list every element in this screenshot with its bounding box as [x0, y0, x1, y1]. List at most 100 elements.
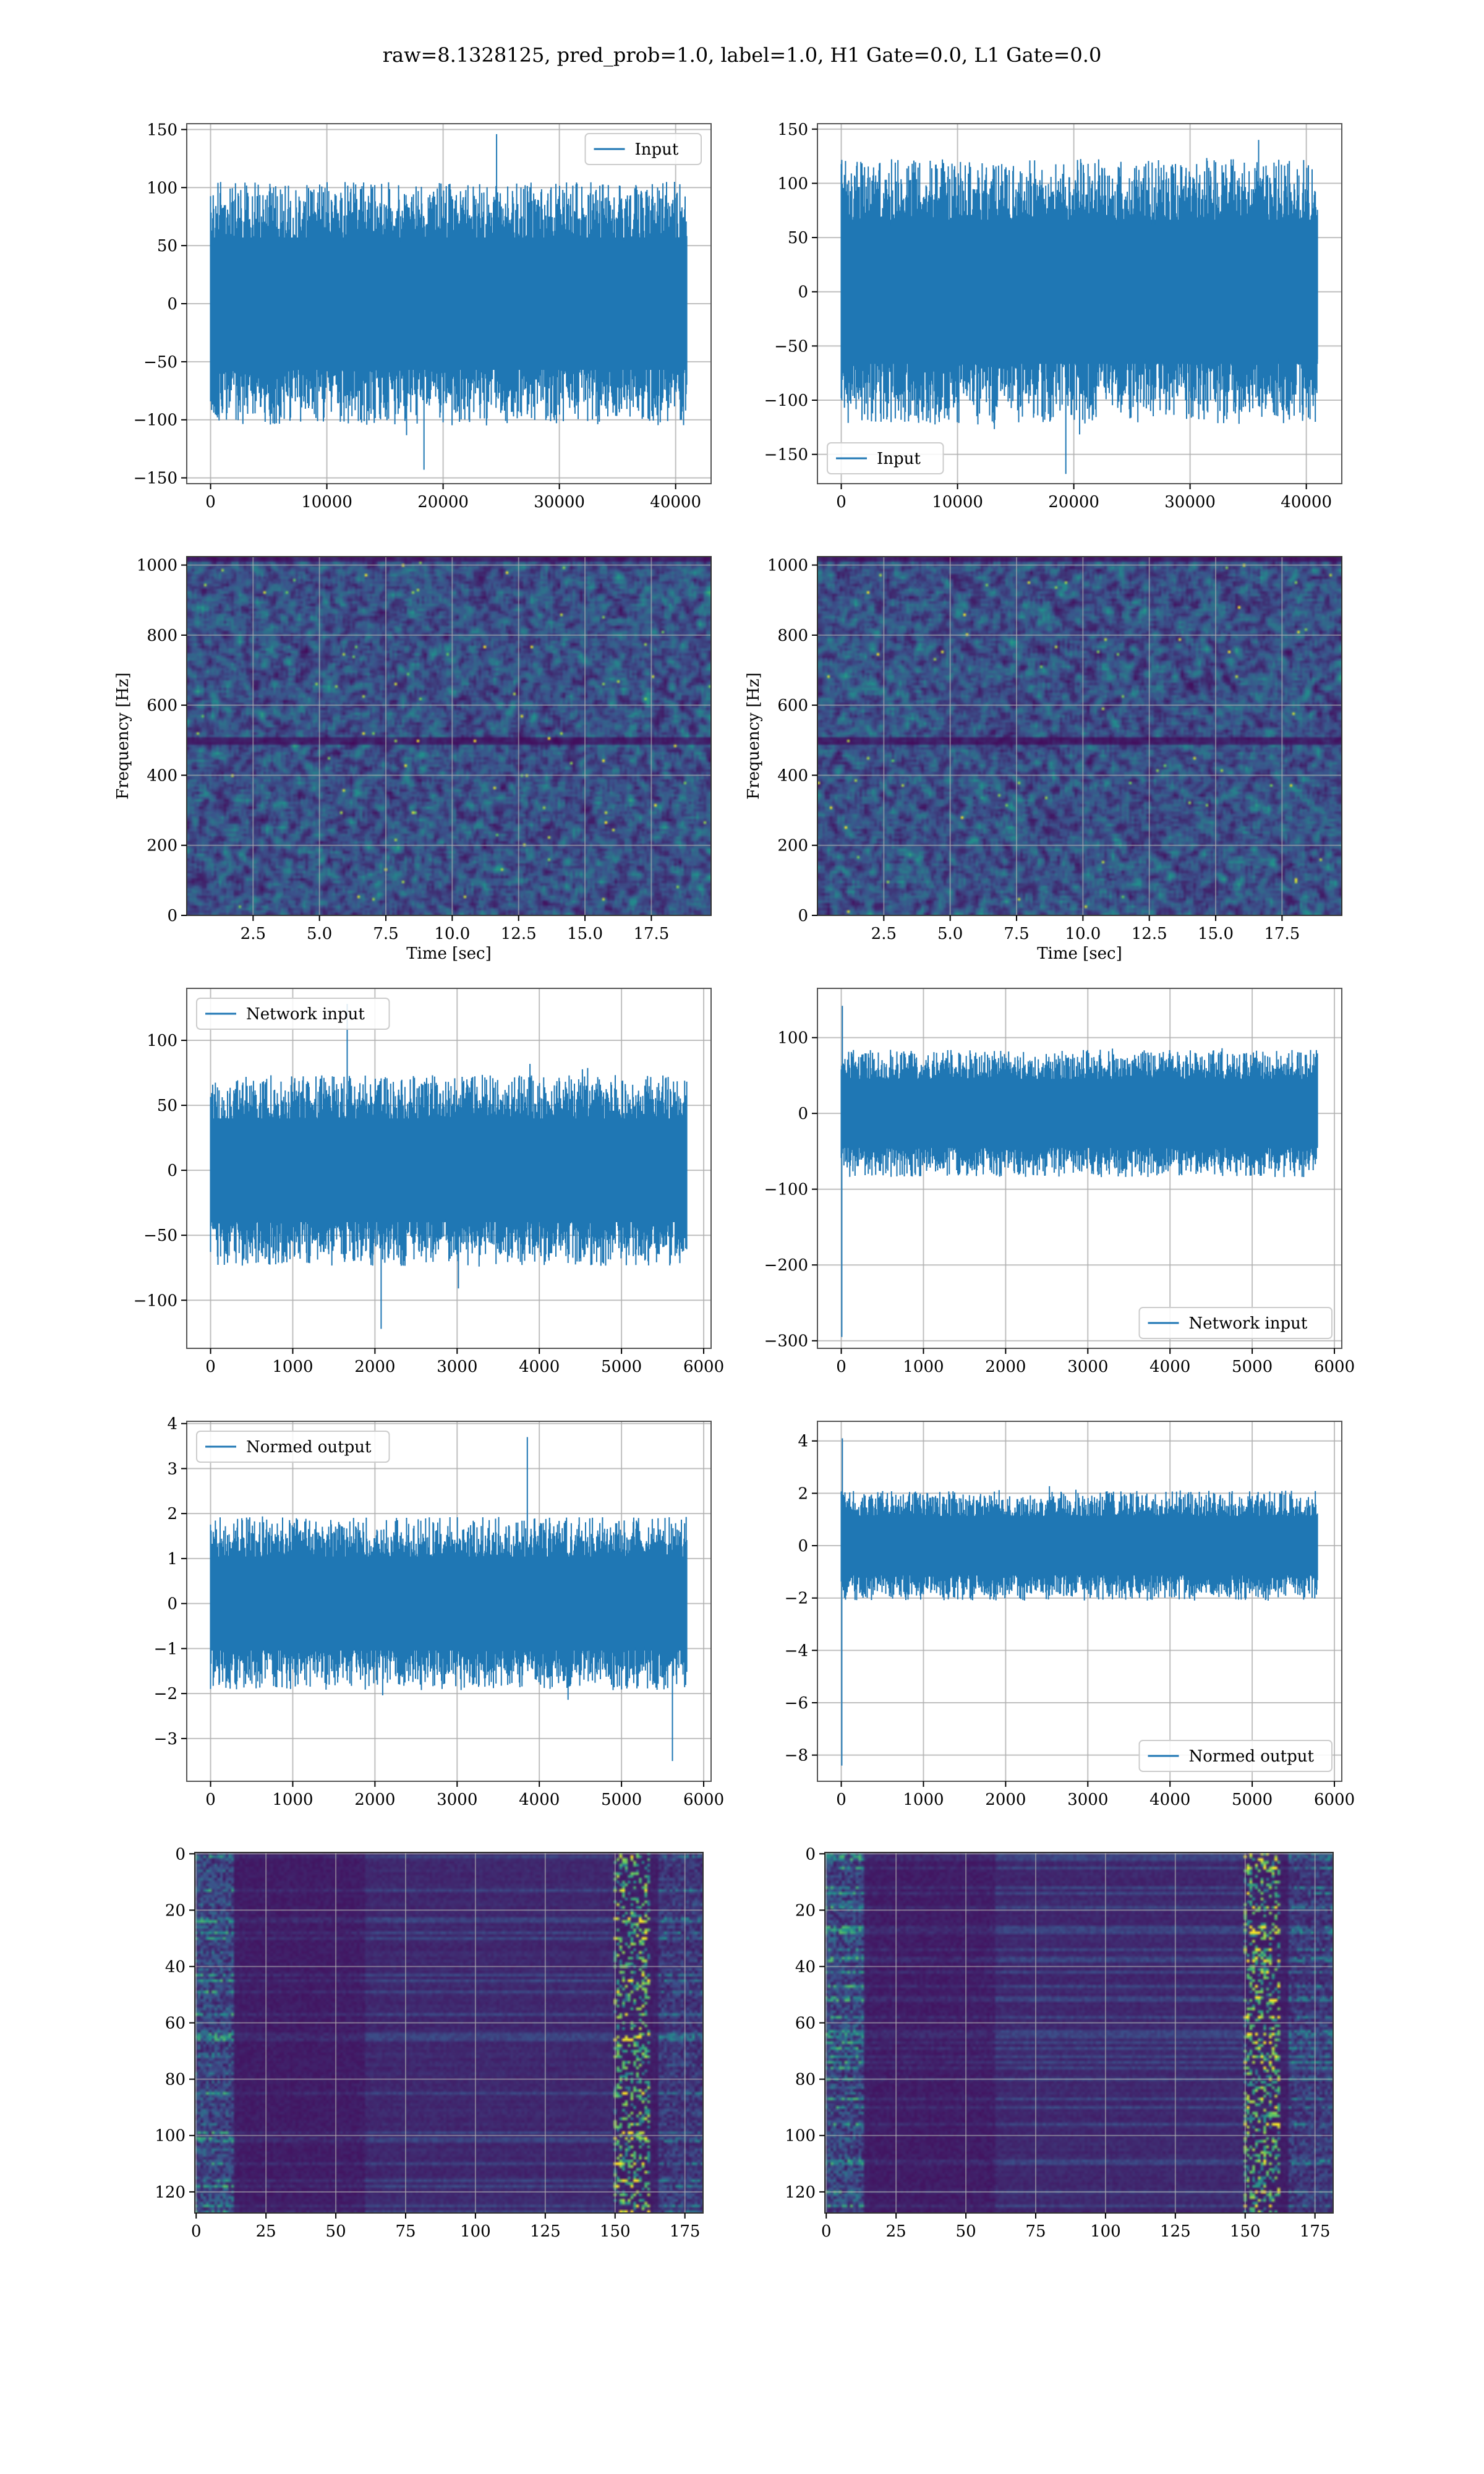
y-tick-label: −8 [785, 1747, 808, 1765]
x-tick-label: 175 [670, 2222, 701, 2241]
x-tick-label: 10000 [301, 493, 352, 511]
normed-output-h1-series-line [210, 1437, 688, 1761]
x-tick-label: 5000 [601, 1358, 642, 1376]
y-tick-label: 1000 [767, 557, 808, 575]
y-tick-label: −100 [764, 1181, 808, 1199]
spectrogram-l1-heatmap-image [817, 557, 1342, 915]
x-tick-label: 3000 [1067, 1791, 1108, 1809]
subplot-spectrogram-l1: 2.5 5.0 7.5 10.0 12.5 15.0 17.5 0 200 400 600 800 10… [744, 556, 1342, 963]
y-tick-label: 200 [147, 837, 177, 855]
input-l1-axes-frame [817, 123, 1342, 484]
subplot-normed-output-l1: 0 1000 2000 3000 4000 5000 6000 −8 −6 −4 −2 0 2 4 Norm… [785, 1421, 1355, 1809]
y-tick-label: −6 [785, 1694, 808, 1713]
x-tick-label: 1000 [272, 1358, 313, 1376]
x-tick-label: 75 [395, 2222, 416, 2241]
network-input-l1-plot-area [817, 988, 1342, 1348]
x-tick-label: 25 [886, 2222, 906, 2241]
subplot-grid: 0 10000 20000 30000 40000−150−100−5005010015… [114, 121, 1355, 2241]
legend-box [196, 998, 390, 1030]
x-tick-label: 150 [1230, 2222, 1261, 2241]
normed-output-l1-gridlines [817, 1421, 1342, 1781]
subplot-input-l1: 0 10000 20000 30000 40000 −150 −100 −50 0 50 100 15… [764, 121, 1342, 511]
x-tick-label: 2000 [354, 1358, 395, 1376]
network-input-l1-axes-frame [817, 988, 1342, 1349]
y-tick-label: 0 [175, 1845, 186, 1864]
spectrogram-l1-gridlines [817, 557, 1342, 915]
normed-output-h1-legend: Normed output [196, 1431, 390, 1463]
subplot-activation-map-h1: 0 25 50 75 100 125 150 175 0 20 40 60 80 100 120 [155, 1845, 704, 2241]
network-input-h1-series-line [210, 1004, 688, 1329]
y-tick-label: 50 [788, 229, 808, 247]
x-tick-label: 175 [1300, 2222, 1331, 2241]
y-tick-label: 50 [157, 1097, 177, 1115]
y-tick-label: 60 [165, 2014, 186, 2033]
y-tick-label: 0 [798, 907, 808, 925]
x-tick-label: 75 [1025, 2222, 1046, 2241]
x-tick-label: 5000 [601, 1791, 642, 1809]
y-tick-label: 120 [155, 2183, 186, 2202]
y-tick-label: 2 [798, 1484, 808, 1503]
input-l1-plot-area [817, 124, 1342, 484]
x-tick-label: 5.0 [937, 925, 963, 943]
x-tick-label: 0 [191, 2222, 202, 2241]
x-tick-label: 1000 [903, 1358, 944, 1376]
x-tick-label: 7.5 [373, 925, 398, 943]
spectrogram-h1-plot-area [187, 557, 711, 915]
x-tick-label: 6000 [683, 1358, 724, 1376]
y-tick-label: 0 [805, 1845, 816, 1864]
x-tick-label: 4000 [1149, 1791, 1190, 1809]
input-h1-series-line [210, 134, 688, 470]
y-tick-label: 100 [777, 174, 808, 193]
legend-label: Input [877, 450, 921, 468]
y-tick-label: 60 [795, 2014, 816, 2033]
x-tick-label: 25 [256, 2222, 276, 2241]
y-tick-label: 0 [167, 1162, 177, 1180]
x-tick-label: 4000 [519, 1791, 560, 1809]
y-tick-label: −1 [154, 1640, 177, 1658]
activation-map-l1-plot-area [825, 1852, 1333, 2213]
x-tick-label: 125 [530, 2222, 561, 2241]
figure-title: raw=8.1328125, pred_prob=1.0, label=1.0,… [383, 43, 1102, 67]
x-tick-label: 30000 [534, 493, 585, 511]
x-tick-label: 2.5 [871, 925, 897, 943]
network-input-l1-legend: Network input [1138, 1307, 1333, 1339]
x-tick-label: 0 [821, 2222, 832, 2241]
y-tick-label: −100 [134, 411, 177, 430]
x-tick-label: 6000 [1314, 1791, 1355, 1809]
normed-output-h1-axes-frame [186, 1421, 712, 1782]
y-tick-label: 100 [147, 179, 177, 197]
input-l1-legend: Input [827, 442, 944, 474]
x-tick-label: 50 [956, 2222, 976, 2241]
x-tick-label: 0 [205, 493, 216, 511]
x-tick-label: 2000 [985, 1791, 1026, 1809]
subplot-spectrogram-h1: 2.5 5.0 7.5 10.0 12.5 15.0 17.5 0 200 400 600 800 10… [114, 556, 712, 963]
x-tick-label: 12.5 [1132, 925, 1167, 943]
y-tick-label: 1 [167, 1550, 177, 1569]
legend-label: Normed output [1189, 1747, 1315, 1766]
spectrogram-h1-gridlines [187, 557, 711, 915]
x-tick-label: 20000 [1048, 493, 1099, 511]
x-tick-label: 5.0 [307, 925, 332, 943]
y-tick-label: 800 [147, 627, 177, 645]
normed-output-l1-legend: Normed output [1138, 1740, 1333, 1772]
x-tick-label: 0 [205, 1791, 216, 1809]
network-input-h1-legend: Network input [196, 998, 390, 1030]
y-tick-label: 400 [777, 766, 808, 785]
y-tick-label: 400 [147, 766, 177, 785]
y-tick-label: −2 [154, 1685, 177, 1703]
activation-map-l1-axes-frame [824, 1852, 1334, 2214]
x-tick-label: 5000 [1232, 1358, 1273, 1376]
subplot-input-h1: 0 10000 20000 30000 40000 −150 −100 −50 0 50 100 15… [134, 121, 712, 511]
normed-output-h1-plot-area [187, 1421, 711, 1781]
input-h1-plot-area [187, 124, 711, 484]
x-tick-label: 17.5 [633, 925, 669, 943]
legend-label: Network input [1189, 1314, 1308, 1333]
x-tick-label: 125 [1160, 2222, 1191, 2241]
x-tick-label: 40000 [1281, 493, 1332, 511]
legend-label: Input [635, 140, 679, 159]
input-h1-legend: Input [584, 133, 702, 165]
subplot-network-input-l1: 0 1000 2000 3000 4000 5000 6000 −300 −200 −100 0 10… [764, 988, 1355, 1376]
y-tick-label: 20 [165, 1901, 186, 1920]
x-tick-label: 40000 [650, 493, 701, 511]
